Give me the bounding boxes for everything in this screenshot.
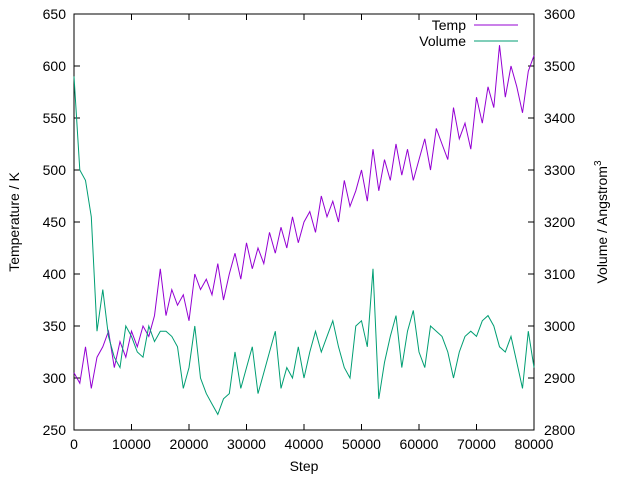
x-tick-label: 70000 (457, 436, 496, 452)
legend-label-temp: Temp (432, 17, 466, 33)
y2-axis-label-base: Volume / Angstrom (594, 166, 610, 284)
x-tick-label: 0 (70, 436, 78, 452)
x-tick-label: 50000 (342, 436, 381, 452)
y2-tick-label: 3100 (544, 266, 575, 282)
y-axis-label: Temperature / K (6, 172, 22, 272)
y2-tick-label: 3300 (544, 162, 575, 178)
x-tick-label: 10000 (112, 436, 151, 452)
y2-axis-label: Volume / Angstrom3 (593, 160, 610, 284)
y-tick-label: 300 (43, 370, 67, 386)
x-ticks: 0 10000 20000 30000 40000 50000 60000 70000 8000… (70, 14, 554, 452)
y2-tick-label: 3600 (544, 6, 575, 22)
y-tick-label: 500 (43, 162, 67, 178)
y2-tick-label: 3500 (544, 58, 575, 74)
y2-tick-label: 3200 (544, 214, 575, 230)
legend: Temp Volume (419, 17, 518, 49)
x-tick-label: 40000 (285, 436, 324, 452)
y-ticks: 250 300 350 400 450 500 550 600 650 (43, 6, 80, 438)
x-tick-label: 30000 (227, 436, 266, 452)
y-tick-label: 400 (43, 266, 67, 282)
y-tick-label: 650 (43, 6, 67, 22)
y-tick-label: 550 (43, 110, 67, 126)
y-tick-label: 450 (43, 214, 67, 230)
legend-label-volume: Volume (419, 33, 466, 49)
y-tick-label: 350 (43, 318, 67, 334)
x-axis-label: Step (290, 458, 319, 474)
y2-ticks: 2800 2900 3000 3100 3200 3300 3400 3500 3600 (528, 6, 575, 438)
y2-axis-label-superscript: 3 (593, 160, 604, 166)
x-tick-label: 20000 (170, 436, 209, 452)
y2-tick-label: 3400 (544, 110, 575, 126)
y2-tick-label: 3000 (544, 318, 575, 334)
y-tick-label: 250 (43, 422, 67, 438)
series-layer (73, 45, 535, 416)
x-tick-label: 60000 (400, 436, 439, 452)
series-line-volume (73, 76, 535, 416)
y-tick-label: 600 (43, 58, 67, 74)
y2-tick-label: 2800 (544, 422, 575, 438)
y2-tick-label: 2900 (544, 370, 575, 386)
series-line-temp (73, 45, 535, 389)
x-tick-label: 80000 (515, 436, 554, 452)
